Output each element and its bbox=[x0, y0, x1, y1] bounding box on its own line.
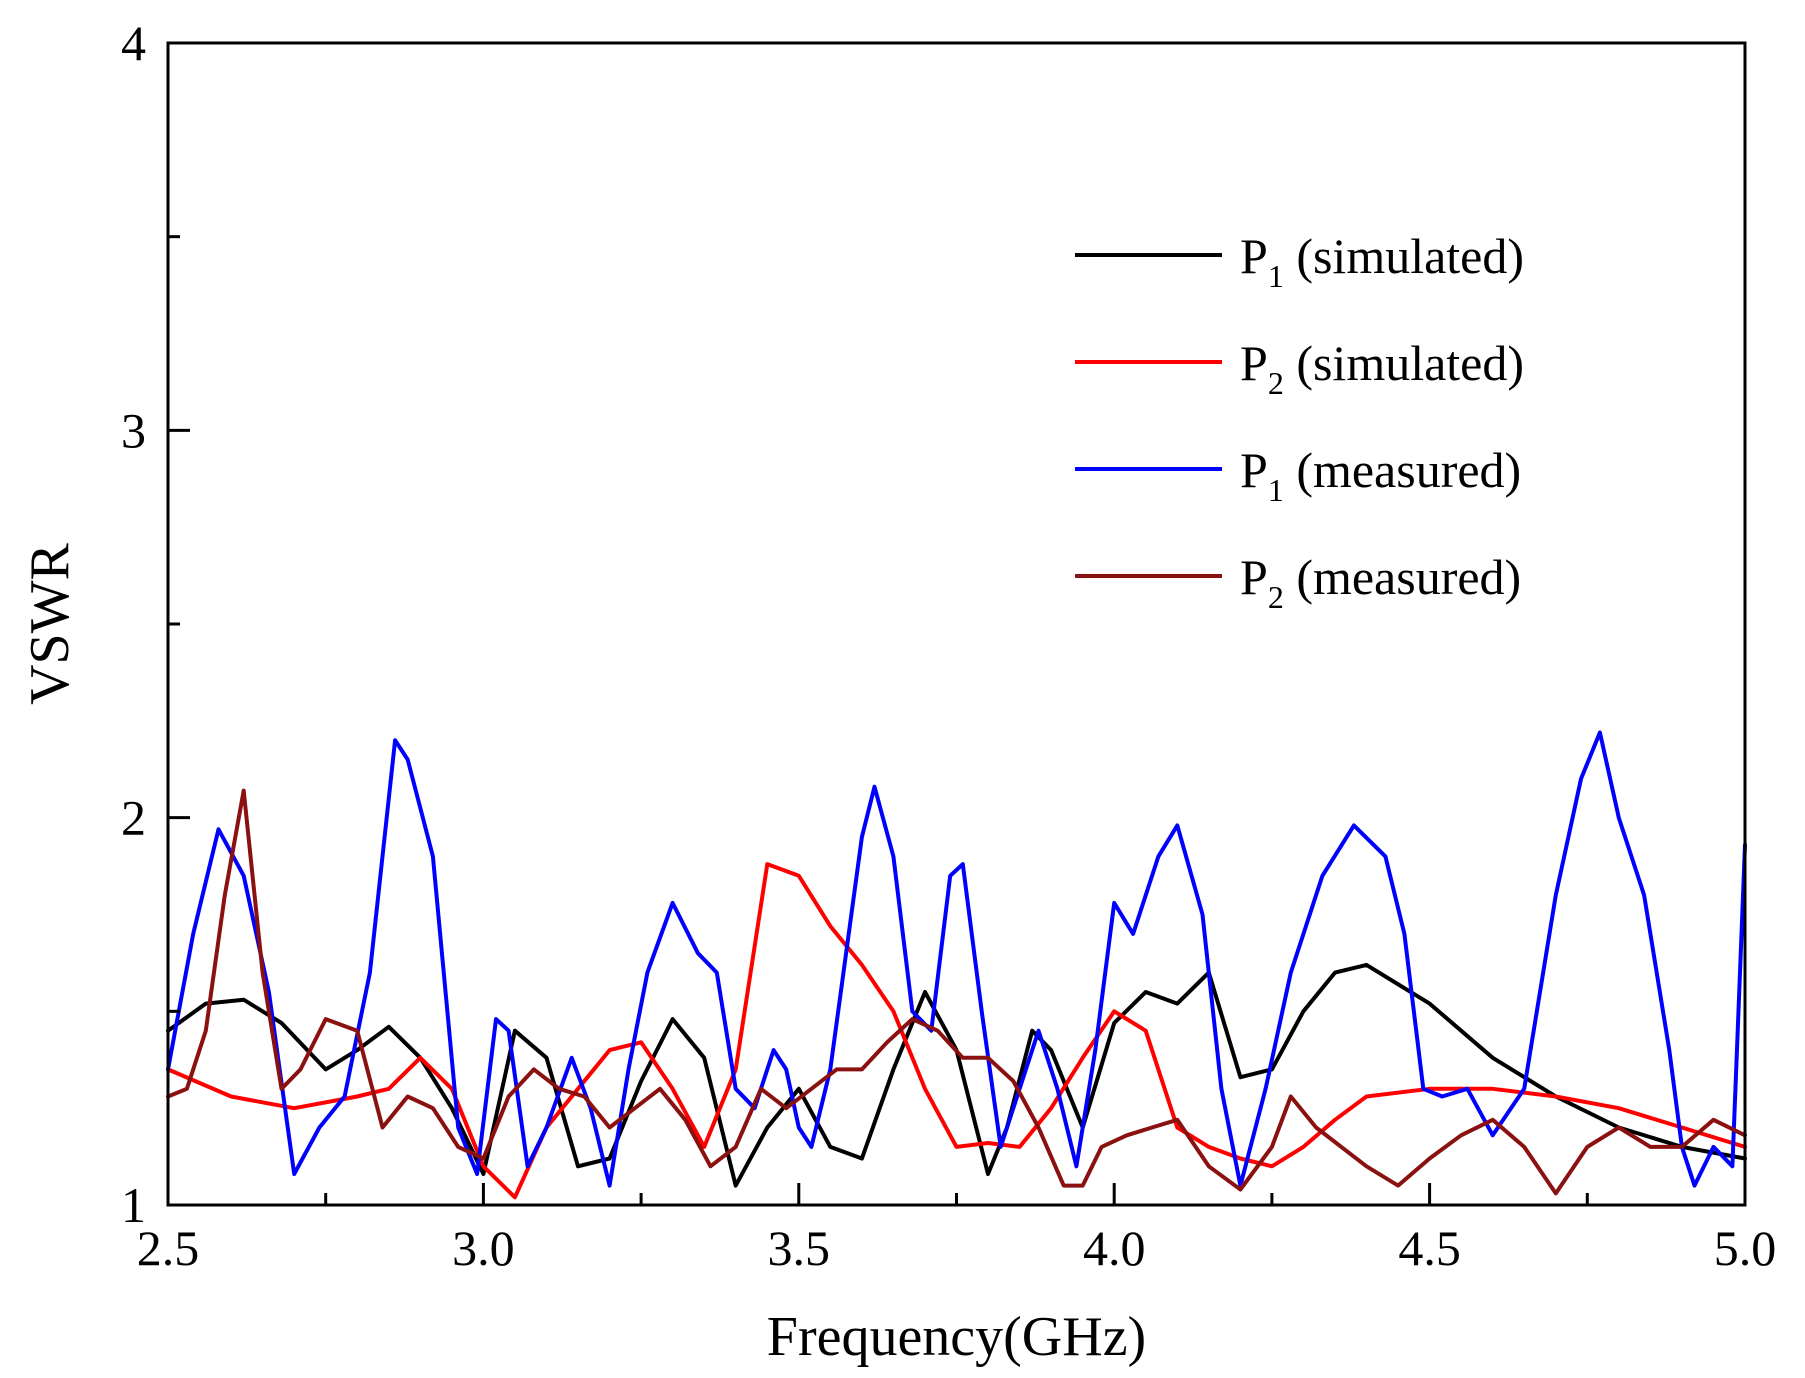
legend-label-2: P2 (simulated) bbox=[1240, 335, 1524, 401]
series-layer bbox=[166, 730, 1747, 1200]
legend-label-3: P1 (measured) bbox=[1240, 442, 1521, 508]
x-tick-label: 3.5 bbox=[768, 1220, 831, 1276]
y-tick-label: 1 bbox=[121, 1177, 146, 1233]
legend: P1 (simulated) P2 (simulated) P1 (measured… bbox=[1075, 228, 1524, 615]
y-tick-label: 2 bbox=[121, 790, 146, 846]
series-line-4 bbox=[166, 788, 1747, 1196]
legend-label-1: P1 (simulated) bbox=[1240, 228, 1524, 294]
y-axis-title: VSWR bbox=[19, 542, 81, 704]
x-tick-label: 4.5 bbox=[1398, 1220, 1461, 1276]
y-tick-label: 3 bbox=[121, 402, 146, 458]
series-line-1 bbox=[166, 962, 1747, 1188]
x-axis-title: Frequency(GHz) bbox=[767, 1306, 1146, 1368]
x-tick-label: 2.5 bbox=[137, 1220, 200, 1276]
x-tick-label: 5.0 bbox=[1714, 1220, 1777, 1276]
tick-layer: 2.5 3.0 3.5 4.0 4.5 5.0 1 2 3 4 bbox=[121, 15, 1776, 1276]
y-tick-label: 4 bbox=[121, 15, 146, 71]
x-tick-label: 3.0 bbox=[452, 1220, 515, 1276]
legend-label-4: P2 (measured) bbox=[1240, 549, 1521, 615]
x-tick-label: 4.0 bbox=[1083, 1220, 1146, 1276]
